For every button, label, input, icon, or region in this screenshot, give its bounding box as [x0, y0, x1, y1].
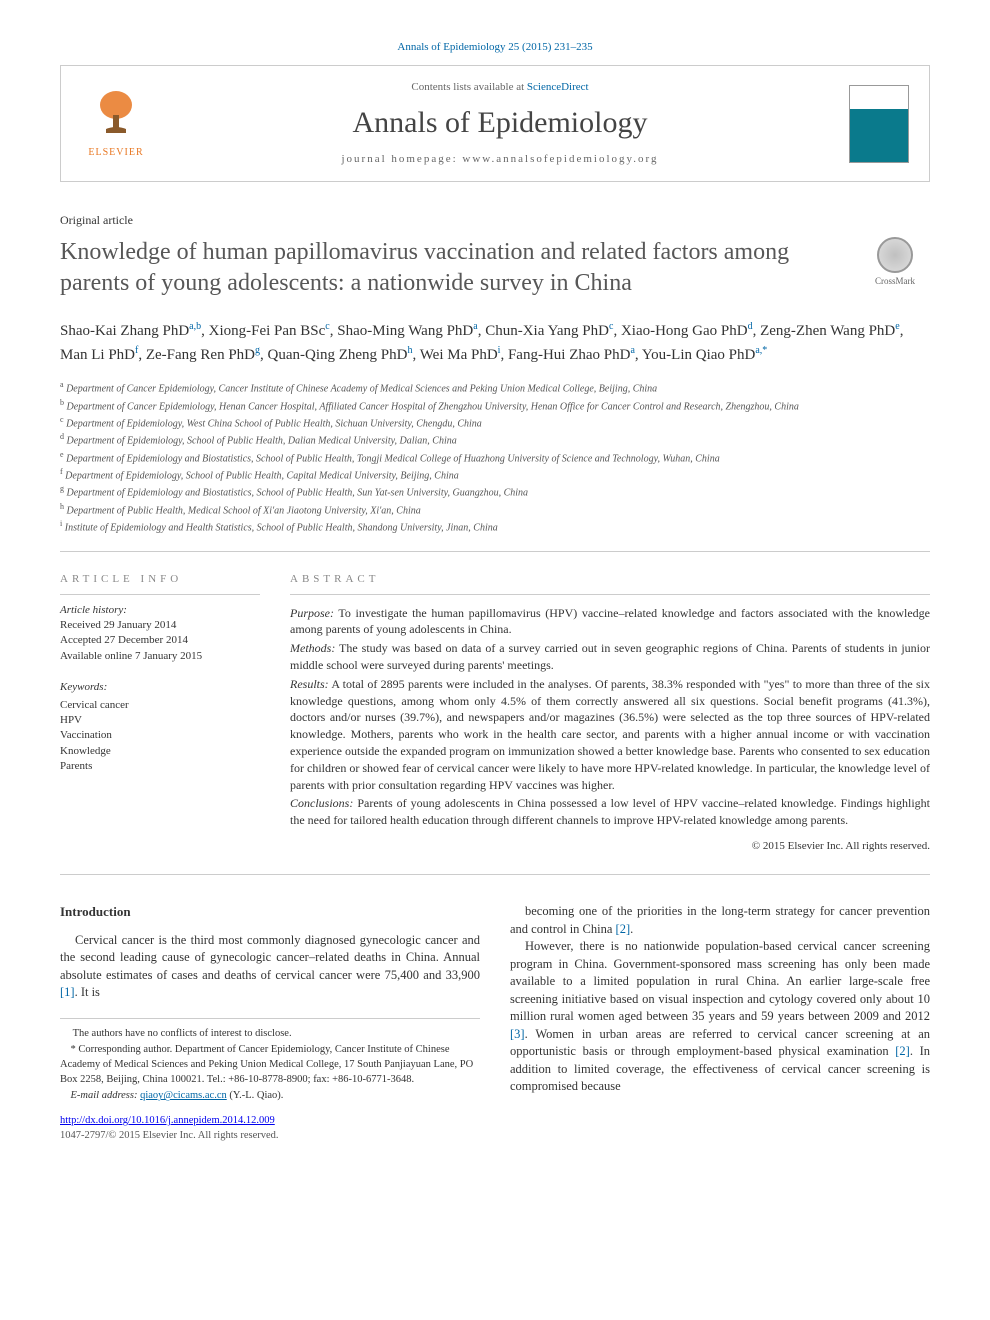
elsevier-tree-icon [91, 87, 141, 137]
affiliation-item: f Department of Epidemiology, School of … [60, 466, 930, 483]
right-column: becoming one of the priorities in the lo… [510, 903, 930, 1143]
elsevier-label: ELSEVIER [81, 146, 151, 160]
contents-available: Contents lists available at ScienceDirec… [171, 80, 829, 95]
left-column: Introduction Cervical cancer is the thir… [60, 903, 480, 1143]
author-list: Shao-Kai Zhang PhDa,b, Xiong-Fei Pan BSc… [60, 319, 930, 367]
contents-prefix: Contents lists available at [411, 81, 526, 93]
methods-label: Methods: [290, 641, 335, 655]
intro-para-1: Cervical cancer is the third most common… [60, 932, 480, 1002]
ref-2b[interactable]: [2] [895, 1044, 910, 1058]
abstract-heading: ABSTRACT [290, 572, 930, 594]
conflict-statement: The authors have no conflicts of interes… [60, 1027, 480, 1042]
homepage-url: www.annalsofepidemiology.org [462, 153, 658, 165]
keyword-item: Knowledge [60, 744, 260, 759]
intro-para-2: becoming one of the priorities in the lo… [510, 903, 930, 938]
abstract: ABSTRACT Purpose: To investigate the hum… [290, 572, 930, 854]
corresponding-author: * Corresponding author. Department of Ca… [60, 1043, 480, 1087]
keywords-list: Cervical cancerHPVVaccinationKnowledgePa… [60, 698, 260, 775]
purpose-text: To investigate the human papillomavirus … [290, 606, 930, 637]
purpose-label: Purpose: [290, 606, 334, 620]
affiliation-item: e Department of Epidemiology and Biostat… [60, 449, 930, 466]
corresponding-email[interactable]: qiaoy@cicams.ac.cn [140, 1090, 227, 1101]
conclusions-label: Conclusions: [290, 796, 353, 810]
article-info-heading: ARTICLE INFO [60, 572, 260, 594]
homepage-prefix: journal homepage: [341, 153, 462, 165]
citation-line: Annals of Epidemiology 25 (2015) 231–235 [60, 40, 930, 55]
ref-2[interactable]: [2] [616, 922, 631, 936]
conclusions-text: Parents of young adolescents in China po… [290, 796, 930, 827]
affiliation-item: i Institute of Epidemiology and Health S… [60, 518, 930, 535]
keyword-item: Parents [60, 759, 260, 774]
received-date: Received 29 January 2014 [60, 618, 260, 633]
crossmark-icon [877, 237, 913, 273]
journal-header: ELSEVIER Contents lists available at Sci… [60, 65, 930, 182]
journal-cover-thumbnail [849, 85, 909, 163]
accepted-date: Accepted 27 December 2014 [60, 633, 260, 648]
crossmark-badge[interactable]: CrossMark [860, 237, 930, 288]
footnotes: The authors have no conflicts of interes… [60, 1018, 480, 1104]
doi-link[interactable]: http://dx.doi.org/10.1016/j.annepidem.20… [60, 1115, 275, 1126]
journal-homepage: journal homepage: www.annalsofepidemiolo… [171, 152, 829, 167]
keyword-item: Vaccination [60, 728, 260, 743]
introduction-heading: Introduction [60, 903, 480, 921]
abstract-copyright: © 2015 Elsevier Inc. All rights reserved… [290, 839, 930, 854]
affiliation-item: g Department of Epidemiology and Biostat… [60, 483, 930, 500]
article-info-sidebar: ARTICLE INFO Article history: Received 2… [60, 572, 260, 854]
affiliation-item: h Department of Public Health, Medical S… [60, 501, 930, 518]
body-columns: Introduction Cervical cancer is the thir… [60, 903, 930, 1143]
keyword-item: Cervical cancer [60, 698, 260, 713]
crossmark-label: CrossMark [875, 276, 915, 286]
article-title: Knowledge of human papillomavirus vaccin… [60, 237, 840, 299]
sciencedirect-link[interactable]: ScienceDirect [527, 81, 589, 93]
email-label: E-mail address: [71, 1090, 141, 1101]
methods-text: The study was based on data of a survey … [290, 641, 930, 672]
affiliation-item: b Department of Cancer Epidemiology, Hen… [60, 397, 930, 414]
keyword-item: HPV [60, 713, 260, 728]
journal-name: Annals of Epidemiology [171, 102, 829, 144]
email-suffix: (Y.-L. Qiao). [227, 1090, 284, 1101]
affiliation-item: c Department of Epidemiology, West China… [60, 414, 930, 431]
issn-copyright: 1047-2797/© 2015 Elsevier Inc. All right… [60, 1129, 480, 1144]
keywords-label: Keywords: [60, 680, 260, 695]
results-text: A total of 2895 parents were included in… [290, 677, 930, 792]
results-label: Results: [290, 677, 329, 691]
article-type: Original article [60, 212, 930, 229]
online-date: Available online 7 January 2015 [60, 649, 260, 664]
intro-para-3: However, there is no nationwide populati… [510, 938, 930, 1096]
affiliation-item: d Department of Epidemiology, School of … [60, 431, 930, 448]
affiliation-item: a Department of Cancer Epidemiology, Can… [60, 379, 930, 396]
ref-1[interactable]: [1] [60, 985, 75, 999]
history-label: Article history: [60, 603, 260, 618]
elsevier-logo: ELSEVIER [81, 87, 151, 160]
ref-3[interactable]: [3] [510, 1027, 525, 1041]
affiliations-list: a Department of Cancer Epidemiology, Can… [60, 379, 930, 552]
